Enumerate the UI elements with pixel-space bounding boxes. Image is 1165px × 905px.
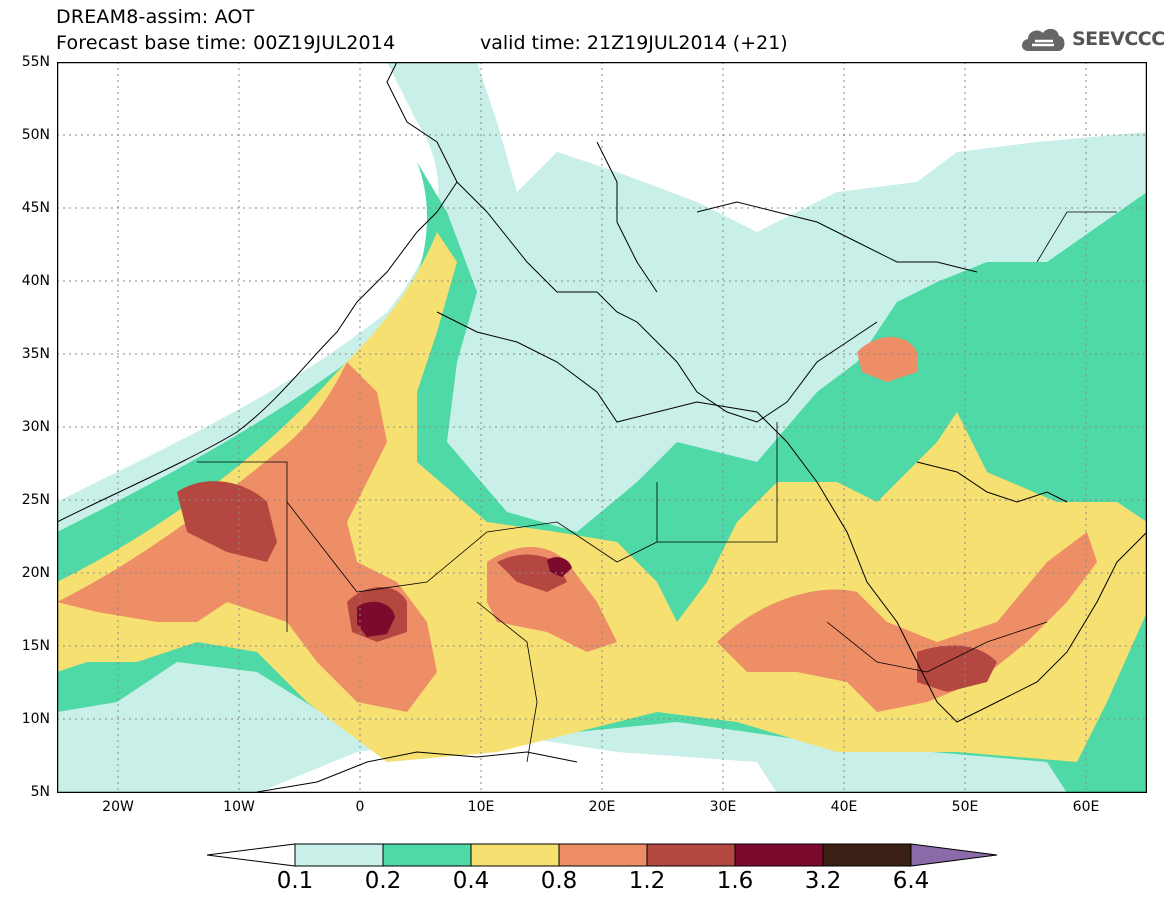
lat-label: 20N xyxy=(21,565,50,581)
graticule xyxy=(57,62,1147,793)
aot-contour-1.2d xyxy=(917,645,997,692)
lat-label: 40N xyxy=(21,273,50,289)
lat-label: 15N xyxy=(21,638,50,654)
lat-label: 5N xyxy=(30,784,50,800)
colorbar-label: 3.2 xyxy=(804,868,842,894)
colorbar-label: 1.6 xyxy=(716,868,754,894)
lat-label: 10N xyxy=(21,711,50,727)
colorbar-cell xyxy=(294,843,384,867)
aot-contour-1.6b xyxy=(547,557,572,577)
colorbar-arrow-low xyxy=(206,843,296,867)
lon-label: 20E xyxy=(588,799,616,815)
map-area xyxy=(57,62,1147,793)
valid-time: valid time: 21Z19JUL2014 (+21) xyxy=(480,32,788,54)
lat-label: 35N xyxy=(21,346,50,362)
political-borders xyxy=(197,211,1117,763)
colorbar-label: 6.4 xyxy=(892,868,930,894)
lon-label: 10W xyxy=(223,799,255,815)
colorbar-cell xyxy=(382,843,472,867)
aot-contour-1.6 xyxy=(357,601,395,637)
lat-label: 25N xyxy=(21,492,50,508)
aot-contour-0.8d xyxy=(857,337,917,382)
colorbar-label: 0.2 xyxy=(364,868,402,894)
aot-field xyxy=(57,62,1147,793)
colorbar-label: 0.4 xyxy=(452,868,490,894)
colorbar xyxy=(206,843,998,867)
colorbar-label: 0.8 xyxy=(540,868,578,894)
seevccc-logo: SEEVCCC xyxy=(1018,22,1165,56)
lon-label: 20W xyxy=(102,799,134,815)
aot-contour-1.2 xyxy=(177,481,277,562)
colorbar-cell xyxy=(822,843,912,867)
logo-text: SEEVCCC xyxy=(1072,28,1165,50)
coastlines xyxy=(57,62,1147,793)
lon-label: 50E xyxy=(951,799,979,815)
map-border xyxy=(57,62,1147,793)
lat-label: 55N xyxy=(21,54,50,70)
colorbar-cell xyxy=(734,843,824,867)
title-line2: Forecast base time: 00Z19JUL2014 xyxy=(56,32,396,54)
lon-label: 0 xyxy=(355,799,365,815)
colorbar-label: 0.1 xyxy=(276,868,314,894)
lon-label: 60E xyxy=(1072,799,1100,815)
colorbar-cell xyxy=(470,843,560,867)
lat-label: 50N xyxy=(21,127,50,143)
colorbar-cells xyxy=(206,843,998,867)
colorbar-label: 1.2 xyxy=(628,868,666,894)
lat-label: 45N xyxy=(21,200,50,216)
lon-label: 40E xyxy=(830,799,858,815)
cloud-icon xyxy=(1022,28,1065,51)
aot-contour-0.8c xyxy=(717,532,1097,712)
colorbar-cell xyxy=(558,843,648,867)
lat-label: 30N xyxy=(21,419,50,435)
lon-label: 10E xyxy=(467,799,495,815)
lon-label: 30E xyxy=(709,799,737,815)
colorbar-arrow-high xyxy=(910,843,998,867)
colorbar-cell xyxy=(646,843,736,867)
title-line1: DREAM8-assim: AOT xyxy=(56,6,255,28)
